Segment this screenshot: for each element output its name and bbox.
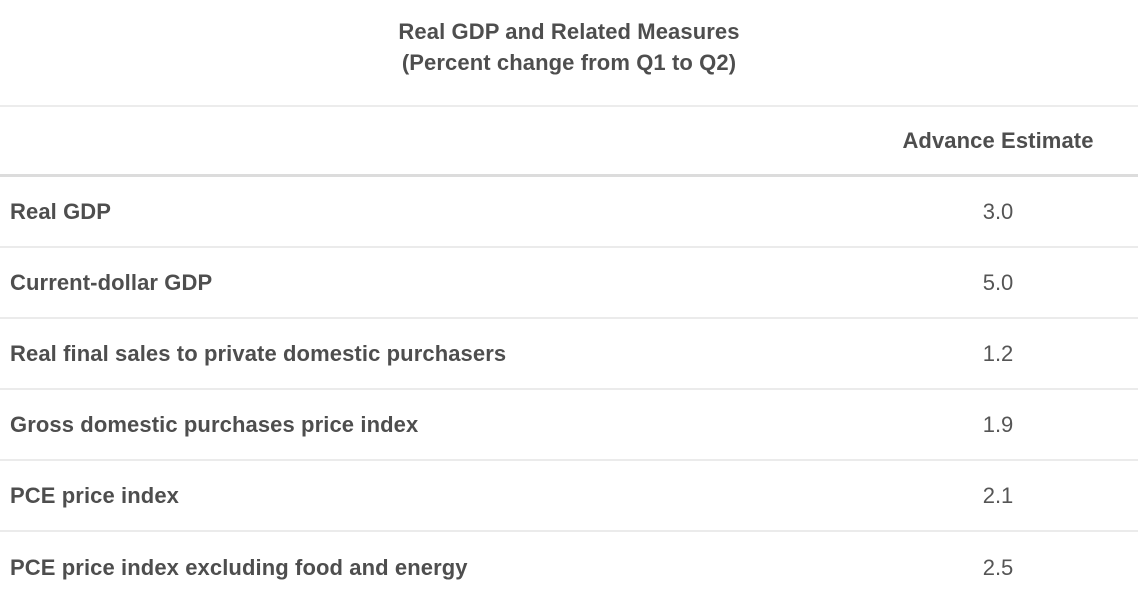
column-header-advance-estimate: Advance Estimate bbox=[902, 127, 1094, 153]
table-row: PCE price index 2.1 bbox=[0, 461, 1138, 532]
row-label-current-dollar-gdp: Current-dollar GDP bbox=[10, 269, 213, 295]
row-label-gross-domestic-purchases-price-index: Gross domestic purchases price index bbox=[10, 411, 419, 437]
table-row: Real final sales to private domestic pur… bbox=[0, 319, 1138, 390]
row-value-gross-domestic-purchases-price-index: 1.9 bbox=[982, 411, 1014, 437]
row-label-real-final-sales: Real final sales to private domestic pur… bbox=[10, 340, 507, 366]
row-value-real-final-sales: 1.2 bbox=[982, 340, 1014, 366]
table-header-row: Advance Estimate bbox=[0, 105, 1138, 177]
row-value-current-dollar-gdp: 5.0 bbox=[982, 269, 1014, 295]
table-title-block: Real GDP and Related Measures (Percent c… bbox=[0, 0, 1138, 105]
table-row: Current-dollar GDP 5.0 bbox=[0, 248, 1138, 319]
row-label-pce-price-index: PCE price index bbox=[10, 482, 180, 508]
row-value-pce-price-index: 2.1 bbox=[982, 482, 1014, 508]
row-value-pce-price-index-ex-food-energy: 2.5 bbox=[982, 555, 1014, 580]
table-row: PCE price index excluding food and energ… bbox=[0, 532, 1138, 604]
row-label-pce-price-index-ex-food-energy: PCE price index excluding food and energ… bbox=[10, 555, 468, 580]
table-row: Real GDP 3.0 bbox=[0, 177, 1138, 248]
table-row: Gross domestic purchases price index 1.9 bbox=[0, 390, 1138, 461]
table-title: Real GDP and Related Measures bbox=[398, 19, 740, 44]
gdp-measures-table: Advance Estimate Real GDP 3.0 Current-do… bbox=[0, 105, 1138, 604]
table-subtitle: (Percent change from Q1 to Q2) bbox=[401, 50, 737, 75]
row-label-real-gdp: Real GDP bbox=[10, 198, 112, 224]
row-value-real-gdp: 3.0 bbox=[982, 198, 1014, 224]
